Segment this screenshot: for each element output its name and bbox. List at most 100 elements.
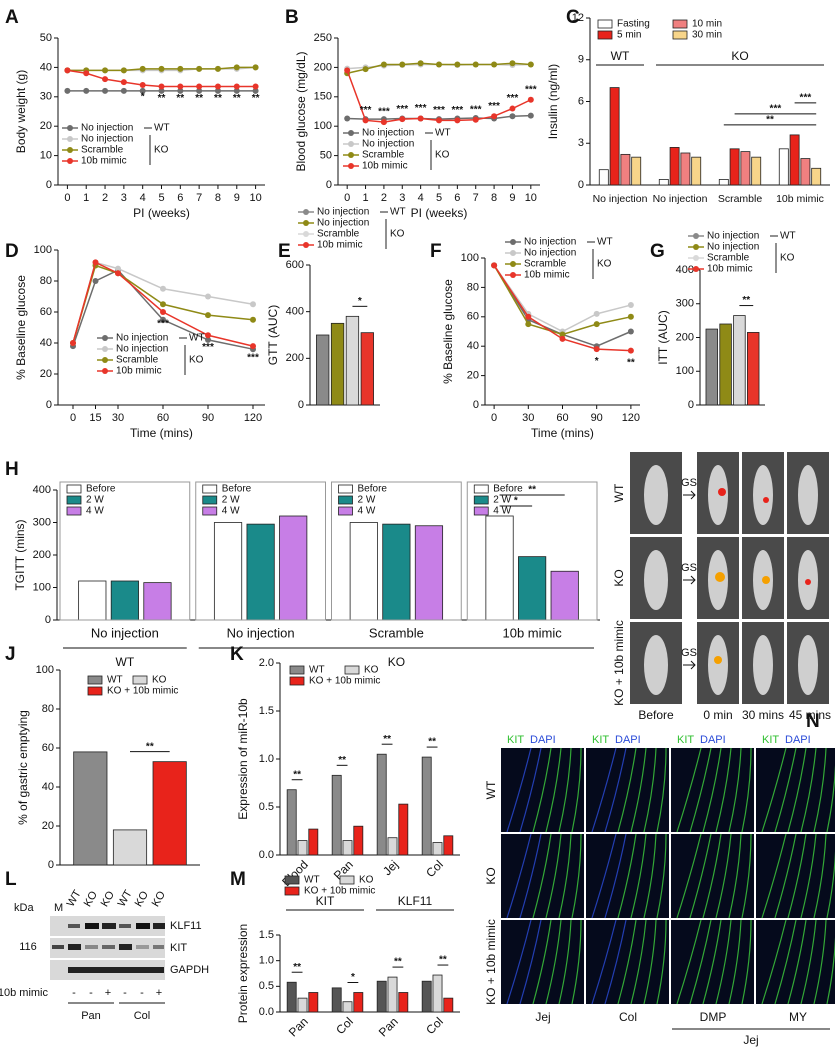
legend-group: WT	[597, 237, 613, 248]
bar	[432, 974, 443, 1013]
series-line	[72, 261, 254, 347]
legend-swatch	[473, 495, 489, 505]
micrographs	[501, 747, 835, 1005]
y-tick-label: 10	[40, 150, 52, 162]
legend-swatch	[132, 675, 148, 685]
x-tick-label: Pan	[286, 1014, 311, 1039]
y-axis-label: GTT (AUC)	[266, 305, 280, 365]
fiber	[689, 833, 712, 919]
y-tick-label: 50	[40, 32, 52, 44]
y-tick-label: 150	[314, 91, 332, 103]
legend-marker	[303, 220, 309, 226]
group-label: KO	[388, 655, 405, 669]
fiber	[656, 747, 667, 833]
lane-label: KO	[133, 889, 152, 909]
y-tick-label: 60	[40, 306, 52, 318]
bar	[778, 148, 789, 186]
legend-group: WT	[780, 231, 796, 242]
y-tick-label: 40	[40, 337, 52, 349]
fiber	[813, 833, 827, 919]
x-tick-label: 10	[525, 192, 537, 204]
bar	[705, 328, 718, 406]
y-tick-label: 250	[314, 32, 332, 44]
legend-group: KO	[154, 145, 169, 156]
data-point	[160, 285, 166, 292]
fiber	[761, 833, 787, 919]
legend-group: WT	[154, 123, 170, 134]
legend-swatch	[344, 665, 360, 675]
legend-label: 30 min	[692, 30, 722, 41]
x-tick-label: Col	[333, 1014, 356, 1037]
bar	[360, 332, 374, 406]
panel-letter: L	[5, 869, 17, 890]
legend-label: Fasting	[617, 19, 650, 30]
y-tick-label: 100	[34, 244, 52, 256]
panel-letter: J	[5, 644, 16, 665]
stain-label: KIT	[507, 734, 524, 746]
legend-group: WT	[189, 333, 205, 344]
significance: *	[358, 296, 362, 307]
fiber	[741, 833, 752, 919]
y-tick-label: 1.0	[259, 955, 274, 967]
y-axis-label: Blood glucose (mg/dL)	[294, 51, 308, 171]
data-point	[362, 117, 369, 124]
legend-label: KO + 10b mimic	[304, 886, 375, 897]
data-point	[92, 278, 99, 284]
sign: -	[89, 987, 93, 999]
data-point	[436, 61, 442, 68]
significance: **	[195, 93, 203, 104]
significance: **	[146, 741, 154, 752]
y-tick-label: 20	[40, 368, 52, 380]
y-tick-label: 0	[326, 179, 332, 191]
fiber	[643, 919, 657, 1005]
bar	[316, 334, 330, 406]
fiber	[813, 747, 827, 833]
y-tick-label: 100	[314, 120, 332, 132]
legend-swatch	[338, 495, 353, 505]
legend-label: WT	[309, 665, 325, 676]
bar	[376, 980, 387, 1013]
data-point	[92, 259, 99, 266]
x-tick-label: 120	[622, 412, 640, 424]
fiber	[571, 833, 582, 919]
legend-label: 10 min	[692, 19, 722, 30]
data-point	[593, 310, 600, 317]
data-point	[158, 65, 165, 72]
data-point	[102, 76, 109, 83]
data-point	[64, 67, 71, 74]
panel-letter: G	[650, 241, 665, 262]
legend-swatch	[473, 506, 489, 516]
data-point	[559, 335, 566, 342]
band-label: KIT	[170, 942, 187, 954]
data-point	[627, 347, 634, 354]
y-tick-label: 12	[572, 12, 584, 24]
legend-marker	[693, 233, 699, 239]
legend-label: KO + 10b mimic	[309, 676, 380, 687]
fiber	[702, 919, 722, 1005]
data-point	[196, 83, 203, 90]
fiber	[676, 919, 702, 1005]
lane-label: KO	[99, 889, 118, 909]
bar	[811, 167, 822, 186]
x-tick-label: 6	[454, 192, 460, 204]
fiber	[761, 919, 787, 1005]
legend-group: WT	[435, 128, 451, 139]
bar	[382, 523, 411, 621]
legend-marker	[510, 250, 516, 256]
data-point	[491, 262, 498, 269]
fiber	[545, 919, 562, 1005]
legend-label: 4 W	[358, 506, 376, 517]
lane-label: KO	[150, 889, 169, 909]
data-point	[380, 119, 387, 126]
x-tick-label: 60	[157, 412, 169, 424]
legend-marker	[303, 242, 309, 248]
legend-label: Before	[358, 484, 388, 495]
data-point	[559, 331, 566, 338]
data-point	[627, 328, 634, 335]
fiber	[715, 833, 732, 919]
panel-letter: A	[5, 7, 19, 28]
y-tick-label: 0	[688, 399, 694, 411]
legend-label: Scramble	[707, 253, 750, 264]
data-point	[491, 61, 498, 68]
y-tick-label: 200	[33, 549, 51, 561]
